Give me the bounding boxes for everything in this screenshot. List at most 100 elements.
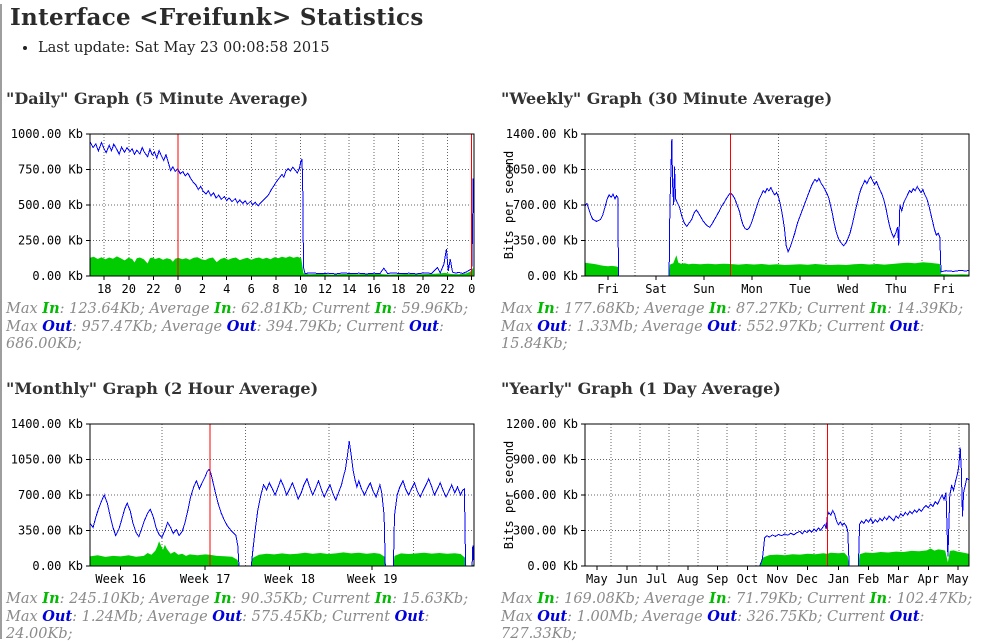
x-axis-label: Jul <box>646 572 668 586</box>
out-label: Out <box>409 318 439 335</box>
y-axis-label: 700.00 Kb <box>513 198 578 212</box>
y-axis-label: 0.00 Kb <box>32 269 83 283</box>
x-axis-label: 4 <box>223 282 230 296</box>
in-label: In <box>374 300 393 317</box>
monthly-graph-section: "Monthly" Graph (2 Hour Average) 1400.00… <box>6 379 498 643</box>
bits-per-second-label: Bits per second <box>502 441 516 549</box>
out-label: Out <box>42 318 73 335</box>
y-axis-label: 1400.00 Kb <box>11 417 83 431</box>
out-label: Out <box>394 608 425 625</box>
stats-out-line: Max Out: 957.47Kb; Average Out: 394.79Kb… <box>6 318 498 353</box>
in-label: In <box>374 590 393 607</box>
mrtg-statistics-page: { "page": { "title": "Interface <Freifun… <box>0 4 990 642</box>
y-axis-label: 350.00 Kb <box>18 524 83 538</box>
stats-text: Max <box>501 591 538 607</box>
x-axis-label: 10 <box>293 282 307 296</box>
monthly-graph: 1400.00 Kb 1050.00 Kb 700.00 Kb 350.00 Kb 0.… <box>11 417 475 586</box>
weekly-graph: 1400.00 Kb 1050.00 Kb 700.00 Kb 350.00 Kb 0.… <box>502 127 970 296</box>
last-update-text: Last update: Sat May 23 00:08:58 2015 <box>38 40 990 56</box>
update-list: Last update: Sat May 23 00:08:58 2015 <box>16 40 990 56</box>
x-axis-label: Aug <box>677 572 699 586</box>
daily-graph: 1000.00 Kb 750.00 Kb 500.00 Kb 250.00 Kb 0.0… <box>11 127 476 296</box>
x-axis-label: 8 <box>272 282 279 296</box>
stats-text: : 957.47Kb; Average <box>72 319 227 335</box>
in-label: In <box>709 590 727 607</box>
out-label: Out <box>707 318 738 335</box>
in-label: In <box>214 300 232 317</box>
in-label: In <box>709 300 727 317</box>
x-axis-label: Sat <box>645 282 667 296</box>
daily-graph-heading: "Daily" Graph (5 Minute Average) <box>6 89 309 108</box>
out-label: Out <box>537 608 568 625</box>
stats-text: : 1.24Mb; Average <box>72 609 213 625</box>
x-axis-label: Jun <box>616 572 638 586</box>
x-axis-label: 14 <box>342 282 356 296</box>
in-label: In <box>214 590 232 607</box>
out-label: Out <box>889 318 920 335</box>
stats-out-line: Max Out: 1.33Mb; Average Out: 552.97Kb; … <box>501 318 990 353</box>
out-traffic-line <box>89 441 475 567</box>
x-axis-label: Mon <box>741 282 763 296</box>
x-axis-label: 22 <box>440 282 454 296</box>
stats-text: Max <box>6 609 43 625</box>
stats-text: : 15.84Kb; <box>501 319 925 352</box>
out-traffic-line <box>584 139 970 277</box>
stats-text: : 102.47Kb; <box>887 591 973 607</box>
y-axis-label: 500.00 Kb <box>18 198 83 212</box>
y-axis-label: 350.00 Kb <box>513 234 578 248</box>
stats-in-line: Max In: 123.64Kb; Average In: 62.81Kb; C… <box>6 300 498 318</box>
in-traffic-area <box>90 541 474 566</box>
stats-out-line: Max Out: 1.24Mb; Average Out: 575.45Kb; … <box>6 608 498 643</box>
y-axis-label: 900.00 Kb <box>513 453 578 467</box>
x-axis-label: Sun <box>693 282 715 296</box>
stats-text: Max <box>6 319 43 335</box>
x-axis-label: Mar <box>888 572 910 586</box>
in-label: In <box>42 300 60 317</box>
stats-text: : 1.00Mb; Average <box>567 609 708 625</box>
yearly-graph: 1200.00 Kb 900.00 Kb 600.00 Kb 300.00 Kb 0.0… <box>502 417 970 586</box>
x-axis-label: 6 <box>248 282 255 296</box>
in-label: In <box>869 590 888 607</box>
weekly-graph-stats: Max In: 177.68Kb; Average In: 87.27Kb; C… <box>501 300 990 353</box>
x-axis-label: Fri <box>597 282 619 296</box>
stats-text: : 394.79Kb; Current <box>256 319 410 335</box>
y-axis-label: 0.00 Kb <box>32 559 83 573</box>
y-axis-label: 250.00 Kb <box>18 234 83 248</box>
stats-text: : 71.79Kb; Current <box>726 591 870 607</box>
y-axis-label: 0.00 Kb <box>527 269 578 283</box>
stats-text: : 169.08Kb; Average <box>554 591 710 607</box>
x-axis-label: Dec <box>796 572 818 586</box>
x-axis-label: 0 <box>468 282 475 296</box>
stats-text: Max <box>501 301 538 317</box>
y-axis-label: 600.00 Kb <box>513 488 578 502</box>
y-axis-label: 1200.00 Kb <box>506 417 578 431</box>
stats-text: : 123.64Kb; Average <box>59 301 215 317</box>
stats-text: : 15.63Kb; <box>392 591 469 607</box>
stats-text: : 575.45Kb; Current <box>242 609 395 625</box>
stats-text: : 1.33Mb; Average <box>567 319 708 335</box>
weekly-graph-section: "Weekly" Graph (30 Minute Average) 1400.… <box>501 89 990 353</box>
y-axis-label: 300.00 Kb <box>513 524 578 538</box>
stats-in-line: Max In: 245.10Kb; Average In: 90.35Kb; C… <box>6 590 498 608</box>
daily-graph-section: "Daily" Graph (5 Minute Average) 10 0 0.00… <box>6 89 498 353</box>
stats-out-line: Max Out: 1.00Mb; Average Out: 326.75Kb; … <box>501 608 990 643</box>
x-axis-label: May <box>586 572 608 586</box>
page-title: Interface <Freifunk> Statistics <box>10 4 424 31</box>
bits-per-second-label: Bits per second <box>502 151 516 259</box>
x-axis-label: May <box>947 572 969 586</box>
x-axis-label: Apr <box>917 572 939 586</box>
x-axis-label: Nov <box>767 572 789 586</box>
stats-text: : 59.96Kb; <box>392 301 469 317</box>
monthly-graph-heading: "Monthly" Graph (2 Hour Average) <box>6 379 319 398</box>
in-label: In <box>537 590 555 607</box>
stats-text: : 245.10Kb; Average <box>59 591 215 607</box>
in-label: In <box>869 300 888 317</box>
yearly-graph-heading: "Yearly" Graph (1 Day Average) <box>501 379 781 398</box>
stats-text: : 177.68Kb; Average <box>554 301 710 317</box>
x-axis-label: Feb <box>858 572 880 586</box>
x-axis-label: Wed <box>837 282 859 296</box>
x-axis-label: 12 <box>318 282 332 296</box>
x-axis-label: 22 <box>146 282 160 296</box>
x-axis-label: Week 19 <box>347 572 398 586</box>
stats-text: : 87.27Kb; Current <box>726 301 870 317</box>
